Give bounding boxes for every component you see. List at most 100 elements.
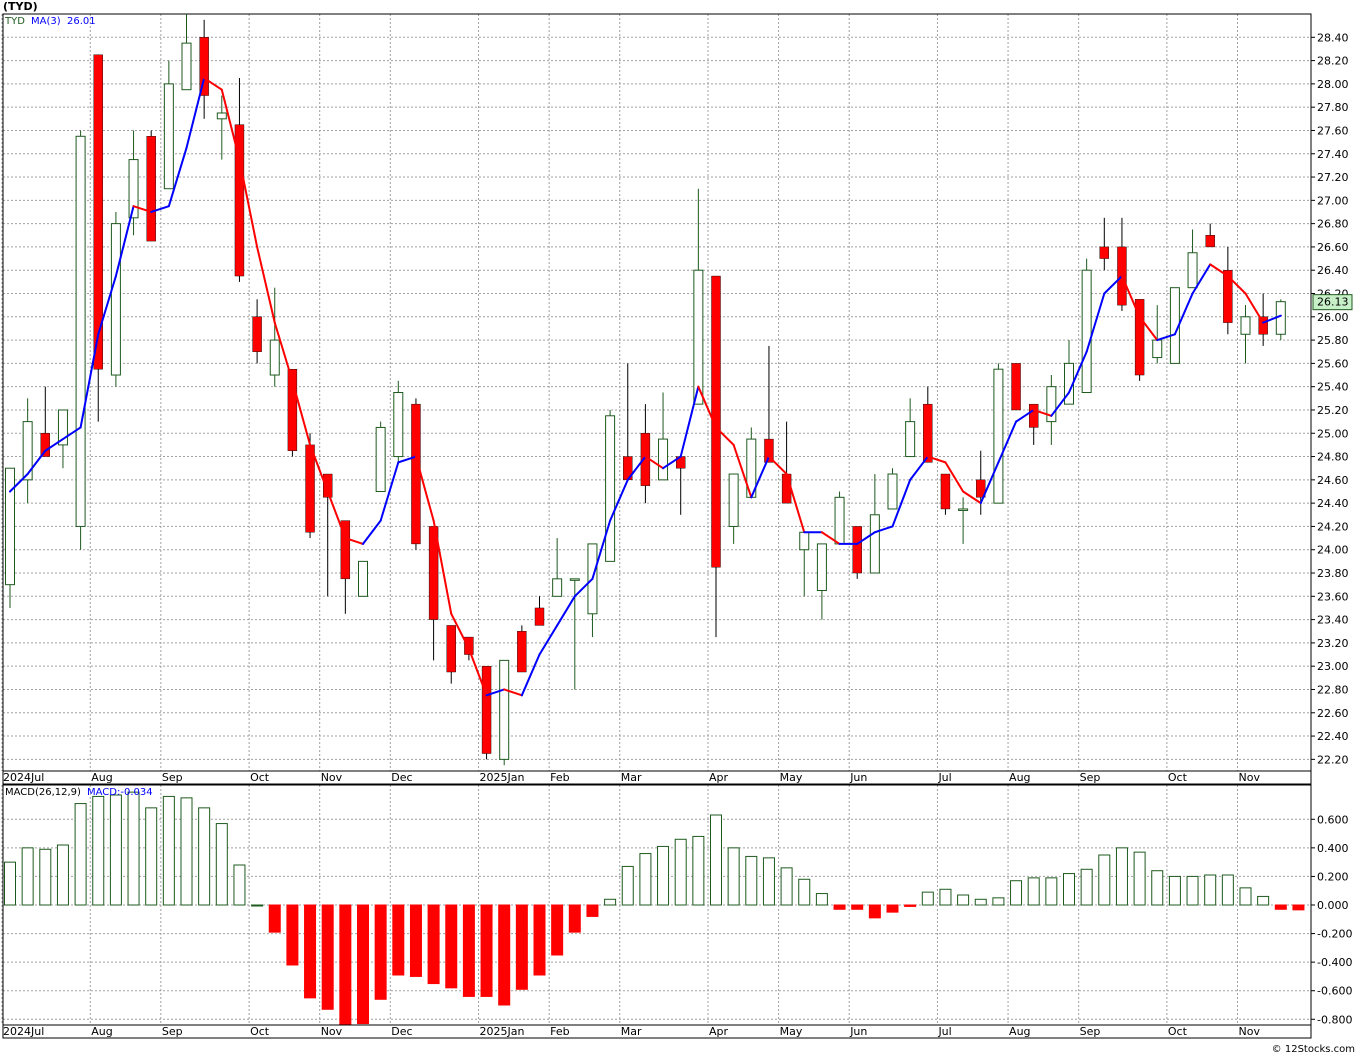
macd-bar-positive [1168, 875, 1181, 906]
candle-body [269, 339, 280, 376]
candle-body [181, 42, 192, 91]
candle-down [711, 275, 721, 638]
ma3-segment [503, 688, 523, 697]
candle-up [658, 392, 669, 481]
macd-bar-negative [868, 904, 881, 919]
candle-body [5, 467, 15, 586]
macd-bar-positive [215, 823, 228, 906]
candle-up [693, 188, 704, 405]
ma3-segment [414, 455, 435, 522]
price-y-tick-label: 23.00 [1317, 660, 1349, 673]
price-panel: 22.20 22.40 22.60 22.80 23.00 23.20 23.40 23.60… [1, 13, 1360, 785]
candle-down [923, 386, 933, 463]
candle-up [993, 363, 1004, 504]
candle-body [323, 473, 333, 498]
macd-x-tick-label: Nov [321, 1025, 343, 1038]
macd-y-tick-label: 0.000 [1317, 899, 1349, 912]
candle-down [323, 473, 333, 597]
price-y-tick-label: 22.80 [1317, 683, 1349, 696]
macd-bar-positive [1204, 874, 1217, 906]
macd-bar-negative [339, 904, 352, 1026]
ma3-segment [556, 595, 576, 627]
macd-bar-negative [886, 904, 899, 913]
candle-up [181, 14, 192, 91]
macd-x-tick-label: 2024Jul [3, 1025, 44, 1038]
candle-body [499, 659, 510, 760]
price-y-tick-label: 27.60 [1317, 124, 1349, 137]
price-x-tick-label: Sep [162, 771, 183, 784]
ma3-segment [97, 275, 117, 336]
price-y-tick-label: 23.20 [1317, 637, 1349, 650]
macd-x-tick-label: Oct [250, 1025, 270, 1038]
candle-body [216, 112, 227, 120]
macd-bar-positive [1257, 895, 1270, 906]
price-x-tick-label: 2024Jul [3, 771, 44, 784]
ma3-segment [1191, 263, 1212, 295]
macd-bar-negative [462, 904, 475, 997]
macd-x-tick-label: Sep [1080, 1025, 1101, 1038]
candle-body [199, 37, 209, 96]
macd-bar-negative [304, 904, 317, 999]
candle-down [1099, 217, 1110, 271]
candle-up [269, 287, 280, 387]
ma3-segment [662, 455, 682, 470]
macd-bar-negative [321, 904, 334, 1010]
last-price-tag [1312, 294, 1353, 311]
candle-body [905, 421, 916, 458]
ma3-segment [1226, 275, 1247, 295]
legend-ma-label: MA(3) [31, 16, 61, 27]
price-y-tick-label: 26.40 [1317, 264, 1349, 277]
ma3-line [9, 77, 1282, 697]
ma3-segment [362, 519, 382, 545]
candle-body [1205, 235, 1215, 248]
macd-bar-negative [586, 904, 599, 917]
ma3-segment [679, 385, 700, 458]
ma3-segment [715, 426, 735, 446]
price-x-tick-label: Oct [1168, 771, 1188, 784]
macd-legend: MACD(26,12,9) MACD:-0.034 [5, 787, 153, 798]
candle-body [22, 421, 33, 481]
ma3-segment [379, 461, 400, 522]
price-y-axis: 22.20 22.40 22.60 22.80 23.00 23.20 23.40 23.60… [1311, 31, 1349, 766]
candle-down [940, 473, 951, 515]
candle-down [93, 54, 103, 422]
ma3-segment [750, 455, 770, 499]
candle-down [1205, 223, 1215, 248]
macd-bar-positive [180, 797, 193, 906]
ma3-segment [644, 455, 665, 470]
price-y-tick-label: 28.20 [1317, 55, 1349, 68]
candle-body [93, 54, 103, 370]
macd-bar-positive [939, 888, 952, 906]
macd-bar-positive [21, 847, 34, 906]
price-y-tick-label: 22.20 [1317, 753, 1349, 766]
macd-x-tick-label: May [780, 1025, 803, 1038]
candle-down [305, 433, 315, 539]
price-x-tick-label: Oct [250, 771, 270, 784]
candle-body [75, 135, 86, 527]
price-x-tick-label: Feb [550, 771, 569, 784]
ma3-segment [785, 473, 806, 534]
macd-bar-positive [92, 795, 105, 906]
candle-down [1134, 299, 1145, 381]
candle-up [1081, 258, 1092, 394]
candle-body [234, 124, 245, 277]
candle-up [958, 497, 969, 544]
macd-bar-positive [162, 795, 175, 906]
macd-x-axis: 2024Jul Aug Sep Oct Nov Dec 2025Jan Feb Mar Apr Ma… [3, 1025, 1260, 1038]
price-x-axis: 2024Jul Aug Sep Oct Nov Dec 2025Jan Feb Mar Apr Ma… [3, 771, 1260, 784]
macd-bar-negative [498, 904, 511, 1006]
price-x-tick-label: Nov [1239, 771, 1261, 784]
candle-body [852, 526, 862, 574]
macd-bar-positive [1080, 868, 1093, 906]
ma3-segment [979, 461, 1000, 505]
ma3-segment [1032, 408, 1053, 417]
macd-y-tick-label: -0.800 [1317, 1013, 1352, 1026]
price-y-tick-label: 23.40 [1317, 614, 1349, 627]
price-y-tick-label: 27.20 [1317, 171, 1349, 184]
candle-up [393, 380, 404, 463]
macd-bar-negative [1292, 904, 1305, 911]
ma3-segment [1050, 391, 1070, 417]
macd-legend-label: MACD(26,12,9) [5, 787, 81, 798]
ma3-segment [1103, 275, 1123, 295]
